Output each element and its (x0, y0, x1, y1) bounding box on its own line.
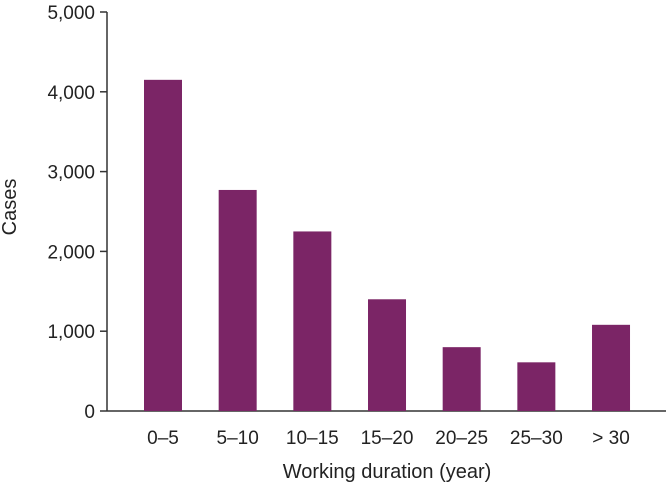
bars (144, 79, 631, 411)
y-tick-label: 2,000 (47, 242, 95, 263)
y-ticks: 0 1,000 2,000 3,000 4,000 5,000 (47, 3, 107, 423)
y-tick-label: 4,000 (47, 83, 95, 104)
y-tick-label: 5,000 (47, 3, 95, 24)
x-tick-label: > 30 (592, 428, 630, 449)
x-tick-label: 5–10 (217, 428, 259, 449)
x-tick-label: 25–30 (510, 428, 563, 449)
bar (592, 324, 631, 411)
y-tick-label: 3,000 (47, 163, 95, 184)
bar (144, 79, 182, 411)
x-ticks: 0–5 5–10 10–15 15–20 20–25 25–30 > 30 (147, 428, 630, 449)
y-tick-label: 0 (84, 402, 95, 423)
bar (517, 362, 556, 411)
y-axis: 0 1,000 2,000 3,000 4,000 5,000 (47, 3, 108, 423)
x-tick-label: 20–25 (435, 428, 488, 449)
x-tick-label: 0–5 (147, 428, 179, 449)
bar (442, 347, 481, 411)
bar (368, 299, 407, 411)
x-axis-title: Working duration (year) (283, 461, 492, 483)
bar (218, 189, 257, 411)
y-axis-title: Cases (0, 179, 21, 236)
x-tick-label: 10–15 (286, 428, 339, 449)
x-tick-label: 15–20 (361, 428, 414, 449)
x-axis: 0–5 5–10 10–15 15–20 20–25 25–30 > 30 (107, 410, 666, 449)
y-tick-label: 1,000 (47, 322, 95, 343)
bar (293, 231, 332, 411)
